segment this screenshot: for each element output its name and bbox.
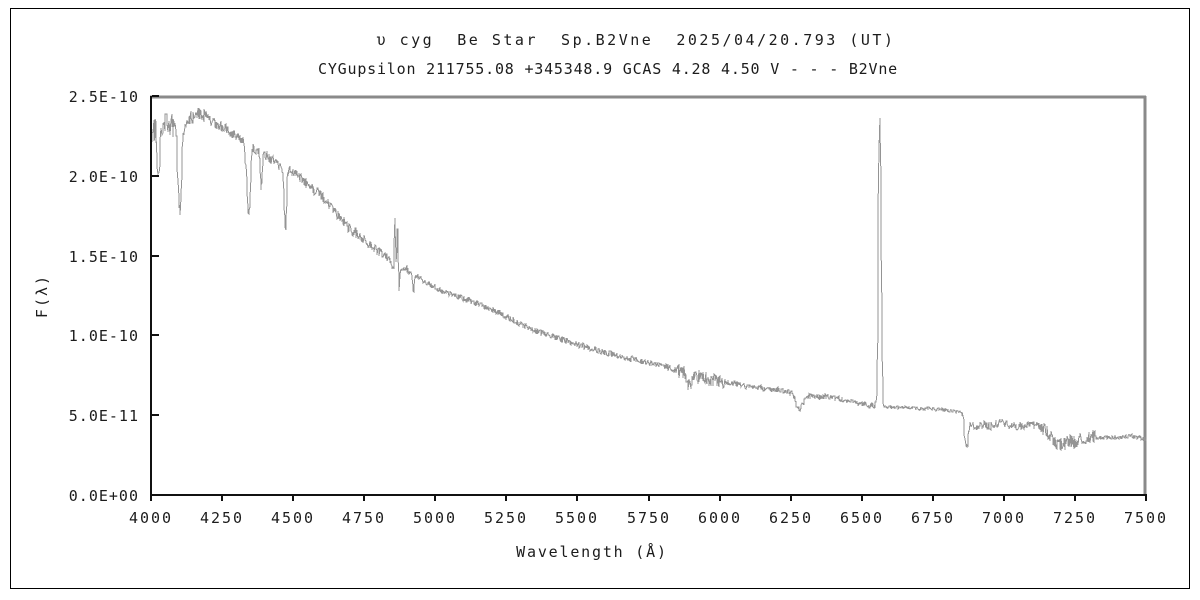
x-tick-label: 4750 [342, 509, 386, 527]
axis-ticks: 4000 4250 4500 4750 5000 5250 5500 5750 6000 6250… [69, 88, 1168, 527]
x-tick-label: 6000 [698, 509, 742, 527]
x-tick-label: 7500 [1124, 509, 1168, 527]
y-axis-label: F(λ) [33, 274, 51, 318]
x-tick-label: 5250 [484, 509, 528, 527]
x-tick-label: 4000 [129, 509, 173, 527]
x-tick-label: 6250 [769, 509, 813, 527]
spectrum-line [150, 107, 1147, 452]
chart-title-line2: CYGupsilon 211755.08 +345348.9 GCAS 4.28… [317, 60, 899, 78]
y-tick-label: 5.0E-11 [69, 407, 139, 425]
x-tick-label: 5000 [413, 509, 457, 527]
x-axis-label: Wavelength (Å) [516, 542, 668, 561]
outer-border [10, 8, 1190, 589]
y-tick-label: 1.0E-10 [69, 327, 139, 345]
plot-frame [150, 95, 1147, 495]
x-tick-label: 6750 [911, 509, 955, 527]
x-tick-label: 5750 [627, 509, 671, 527]
spectrum-line-group [150, 107, 1147, 452]
x-tick-label: 7250 [1053, 509, 1097, 527]
y-tick-label: 0.0E+00 [69, 487, 139, 505]
x-tick-label: 6500 [840, 509, 884, 527]
x-tick-label: 4250 [200, 509, 244, 527]
axes [150, 96, 1147, 496]
x-tick-label: 4500 [271, 509, 315, 527]
chart-title-line1: υ cyg Be Star Sp.B2Vne 2025/04/20.793 (U… [376, 31, 896, 49]
y-tick-label: 2.5E-10 [69, 88, 139, 106]
x-tick-label: 5500 [555, 509, 599, 527]
y-tick-label: 2.0E-10 [69, 168, 139, 186]
x-tick-label: 7000 [982, 509, 1026, 527]
y-tick-label: 1.5E-10 [69, 248, 139, 266]
